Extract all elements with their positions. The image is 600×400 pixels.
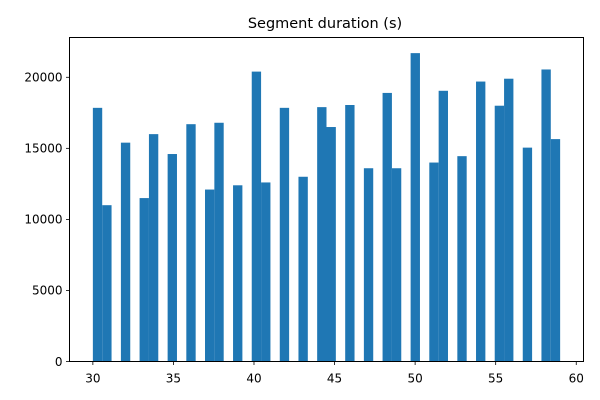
bars-group [92, 53, 561, 362]
bar-27 [522, 147, 533, 362]
y-tick-label-5000: 5000 [32, 284, 63, 298]
bar-5 [167, 154, 177, 362]
bar-19 [391, 168, 402, 362]
bar-1 [102, 205, 112, 362]
x-tick-label-60: 60 [569, 372, 584, 386]
bar-0 [92, 107, 103, 362]
bar-21 [429, 162, 439, 362]
bar-17 [363, 168, 374, 362]
bar-4 [148, 134, 159, 362]
bar-26 [504, 78, 514, 362]
bar-15 [326, 127, 336, 362]
bar-20 [410, 53, 420, 362]
bar-24 [476, 81, 486, 362]
bar-7 [205, 189, 215, 362]
x-tick-label-55: 55 [488, 372, 503, 386]
bar-12 [279, 107, 290, 362]
bar-25 [494, 105, 505, 362]
x-tick-label-40: 40 [246, 372, 261, 386]
x-axis: 30 35 40 45 50 55 60 [85, 361, 584, 386]
bar-10 [251, 71, 262, 362]
y-tick-label-0: 0 [55, 355, 63, 369]
bar-9 [233, 185, 243, 362]
bar-2 [120, 142, 131, 362]
bar-29 [550, 139, 561, 362]
bar-16 [345, 105, 355, 362]
bar-18 [382, 92, 392, 362]
plot-frame [69, 37, 584, 362]
bar-13 [298, 176, 308, 362]
bar-11 [261, 182, 271, 362]
x-tick-label-35: 35 [166, 372, 181, 386]
y-tick-label-20000: 20000 [24, 71, 62, 85]
y-axis: 0 5000 10000 15000 20000 [24, 71, 70, 369]
bar-23 [457, 156, 467, 362]
chart-title: Segment duration (s) [248, 16, 402, 32]
y-tick-label-15000: 15000 [24, 142, 62, 156]
x-tick-label-50: 50 [407, 372, 422, 386]
bar-6 [186, 124, 196, 362]
bar-8 [214, 122, 224, 362]
bar-3 [139, 198, 149, 362]
x-tick-label-30: 30 [85, 372, 100, 386]
y-tick-label-10000: 10000 [24, 213, 62, 227]
bar-28 [541, 69, 551, 362]
bar-22 [438, 90, 448, 362]
bar-14 [317, 107, 327, 362]
x-tick-label-45: 45 [327, 372, 342, 386]
